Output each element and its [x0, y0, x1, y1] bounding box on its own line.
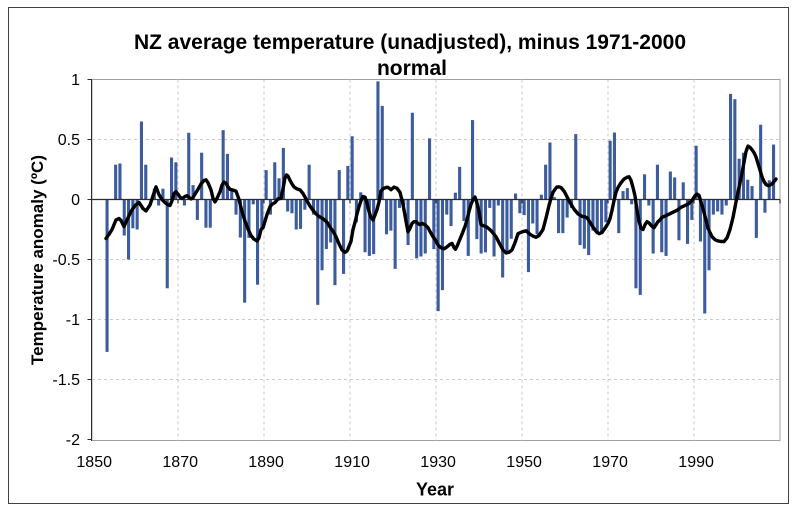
svg-text:1890: 1890	[248, 454, 284, 471]
svg-text:NZ average temperature (unadju: NZ average temperature (unadjusted), min…	[134, 31, 686, 54]
svg-text:-2: -2	[66, 432, 80, 449]
svg-text:0.5: 0.5	[58, 132, 80, 149]
svg-text:1930: 1930	[420, 454, 456, 471]
svg-text:-0.5: -0.5	[52, 252, 80, 269]
svg-text:1990: 1990	[678, 454, 714, 471]
svg-text:1: 1	[71, 72, 80, 89]
svg-text:Temperature anomaly (ºC): Temperature anomaly (ºC)	[28, 155, 47, 365]
svg-text:normal: normal	[377, 57, 447, 80]
svg-text:1870: 1870	[162, 454, 198, 471]
svg-text:1970: 1970	[592, 454, 628, 471]
svg-text:0: 0	[71, 192, 80, 209]
svg-text:1850: 1850	[76, 454, 112, 471]
svg-text:1950: 1950	[506, 454, 542, 471]
svg-text:Year: Year	[416, 480, 454, 500]
svg-text:-1.5: -1.5	[52, 372, 80, 389]
svg-text:1910: 1910	[334, 454, 370, 471]
svg-text:-1: -1	[66, 312, 80, 329]
